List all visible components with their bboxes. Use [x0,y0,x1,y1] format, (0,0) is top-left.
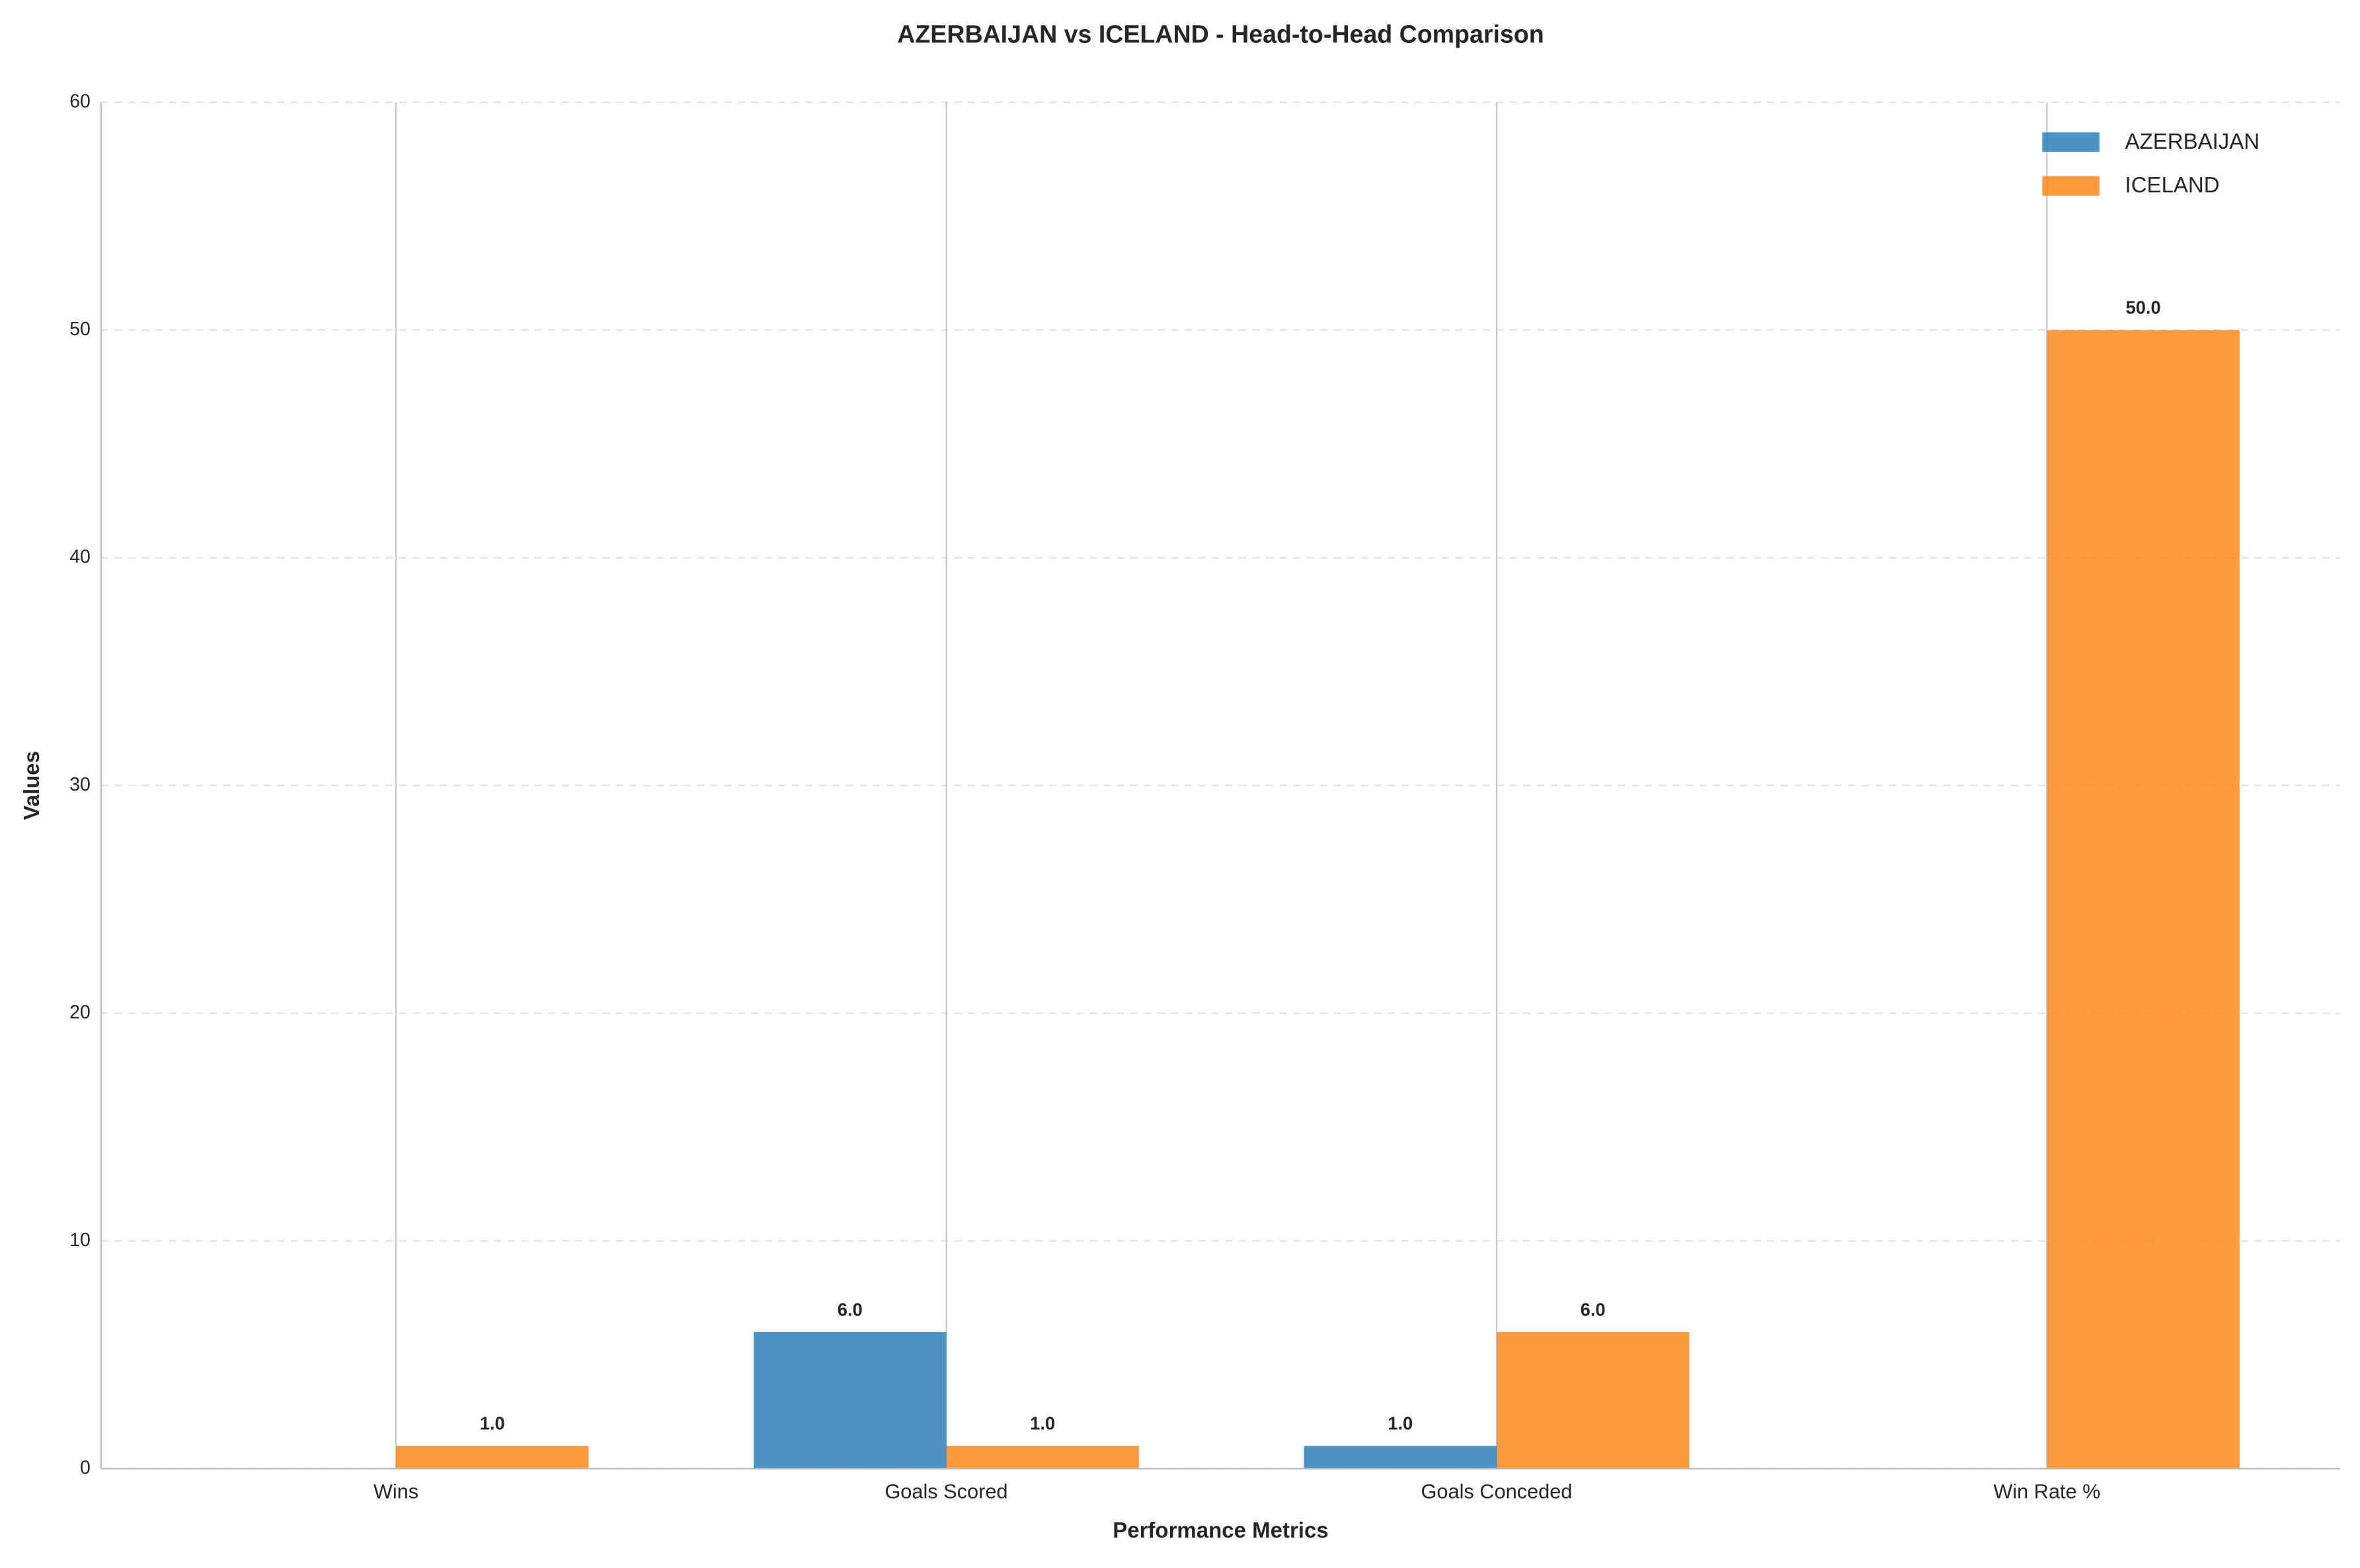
y-tick-label: 20 [69,1001,91,1023]
bar [396,1446,589,1469]
y-tick-label: 10 [69,1230,91,1251]
y-tick-label: 50 [69,319,91,340]
bar [946,1446,1139,1469]
y-axis-label: Values [19,751,44,820]
x-tick-label: Wins [374,1479,418,1503]
x-axis-label: Performance Metrics [1113,1518,1328,1542]
chart-title: AZERBAIJAN vs ICELAND - Head-to-Head Com… [897,20,1544,48]
x-tick-label: Goals Scored [885,1479,1007,1503]
y-tick-label: 40 [69,546,91,567]
value-label: 50.0 [2126,297,2161,318]
value-label: 1.0 [480,1413,505,1434]
bar [2047,330,2240,1469]
legend-label: ICELAND [2125,173,2220,197]
y-tick-label: 60 [69,91,91,112]
legend-label: AZERBAIJAN [2125,129,2260,153]
value-label: 6.0 [1581,1299,1606,1319]
value-label: 1.0 [1388,1413,1413,1434]
bar [1496,1332,1690,1469]
x-tick-label: Win Rate % [1993,1479,2100,1503]
legend-swatch [2042,132,2100,152]
legend-swatch [2042,176,2100,196]
value-label: 1.0 [1030,1413,1055,1434]
bar [754,1332,947,1469]
y-tick-label: 0 [80,1457,91,1478]
y-tick-label: 30 [69,774,91,795]
bar [1304,1446,1497,1469]
value-label: 6.0 [838,1299,863,1319]
x-tick-label: Goals Conceded [1421,1479,1573,1503]
